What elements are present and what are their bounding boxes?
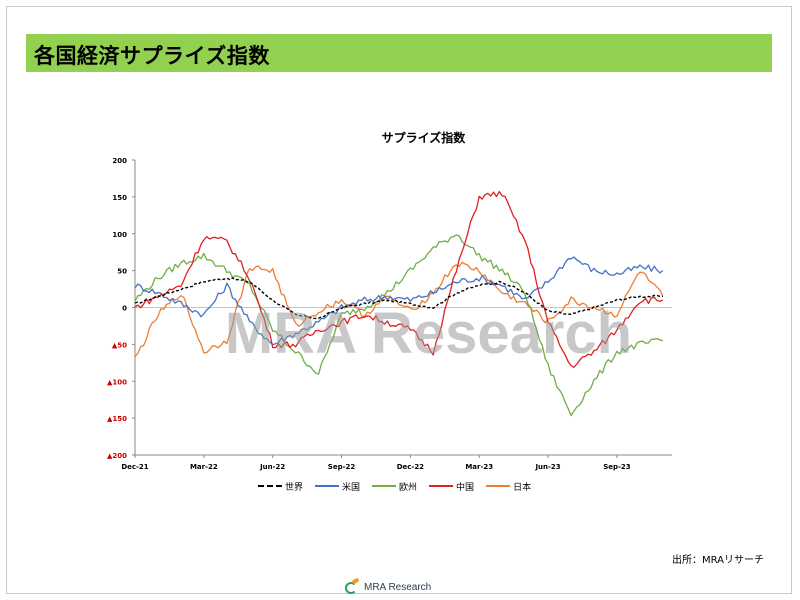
y-tick-label: 50 bbox=[117, 268, 127, 276]
footer-logo: MRA Research bbox=[344, 578, 431, 596]
logo-icon bbox=[344, 579, 360, 595]
legend-label: 米国 bbox=[342, 482, 361, 493]
x-tick-label: Sep-22 bbox=[328, 463, 356, 471]
y-tick-label: 200 bbox=[112, 157, 127, 165]
x-tick-label: Dec-21 bbox=[121, 463, 148, 471]
series-line-1 bbox=[134, 277, 663, 320]
legend-item-3: 欧州 bbox=[372, 480, 417, 493]
legend-item-5: 日本 bbox=[486, 480, 531, 493]
legend-swatch bbox=[429, 485, 454, 487]
footer-logo-text: MRA Research bbox=[364, 581, 432, 593]
legend-item-2: 米国 bbox=[315, 480, 360, 493]
watermark-text: MRA Research bbox=[225, 301, 632, 366]
slide-frame bbox=[6, 6, 792, 594]
y-tick-label: 0 bbox=[122, 305, 127, 313]
legend-swatch bbox=[315, 485, 340, 487]
x-tick-label: Sep-23 bbox=[603, 463, 631, 471]
x-tick-label: Jun-22 bbox=[259, 463, 285, 471]
slide-title: 各国経済サプライズ指数 bbox=[34, 44, 270, 68]
legend-item-1: 世界 bbox=[258, 480, 303, 493]
chart-title: サプライズ指数 bbox=[382, 130, 467, 145]
legend-label: 中国 bbox=[456, 482, 475, 493]
legend-label: 日本 bbox=[513, 482, 532, 493]
x-tick-label: Mar-23 bbox=[465, 463, 493, 471]
slide-title-bar: 各国経済サプライズ指数 bbox=[26, 34, 772, 72]
legend-item-4: 中国 bbox=[429, 480, 474, 493]
legend-swatch bbox=[258, 485, 282, 487]
x-tick-label: Dec-22 bbox=[397, 463, 424, 471]
legend-swatch bbox=[486, 485, 511, 487]
series-line-4 bbox=[134, 190, 664, 369]
legend-label: 欧州 bbox=[399, 482, 418, 493]
x-tick-label: Jun-23 bbox=[534, 463, 560, 471]
y-tick-label: ▲50 bbox=[112, 341, 127, 349]
y-tick-label: ▲150 bbox=[107, 415, 127, 423]
series-line-2 bbox=[134, 256, 664, 346]
series-line-3 bbox=[134, 234, 663, 417]
source-note: 出所：MRAリサーチ bbox=[672, 555, 765, 566]
legend-swatch bbox=[372, 485, 397, 487]
legend-label: 世界 bbox=[285, 482, 304, 493]
y-tick-label: ▲100 bbox=[107, 378, 127, 386]
y-tick-label: 150 bbox=[112, 194, 127, 202]
x-tick-label: Mar-22 bbox=[190, 463, 218, 471]
y-tick-label: ▲200 bbox=[107, 452, 127, 460]
series-line-5 bbox=[134, 261, 664, 358]
y-tick-label: 100 bbox=[112, 231, 127, 239]
chart-legend: 世界 米国 欧州 中国 日本 bbox=[258, 478, 543, 494]
